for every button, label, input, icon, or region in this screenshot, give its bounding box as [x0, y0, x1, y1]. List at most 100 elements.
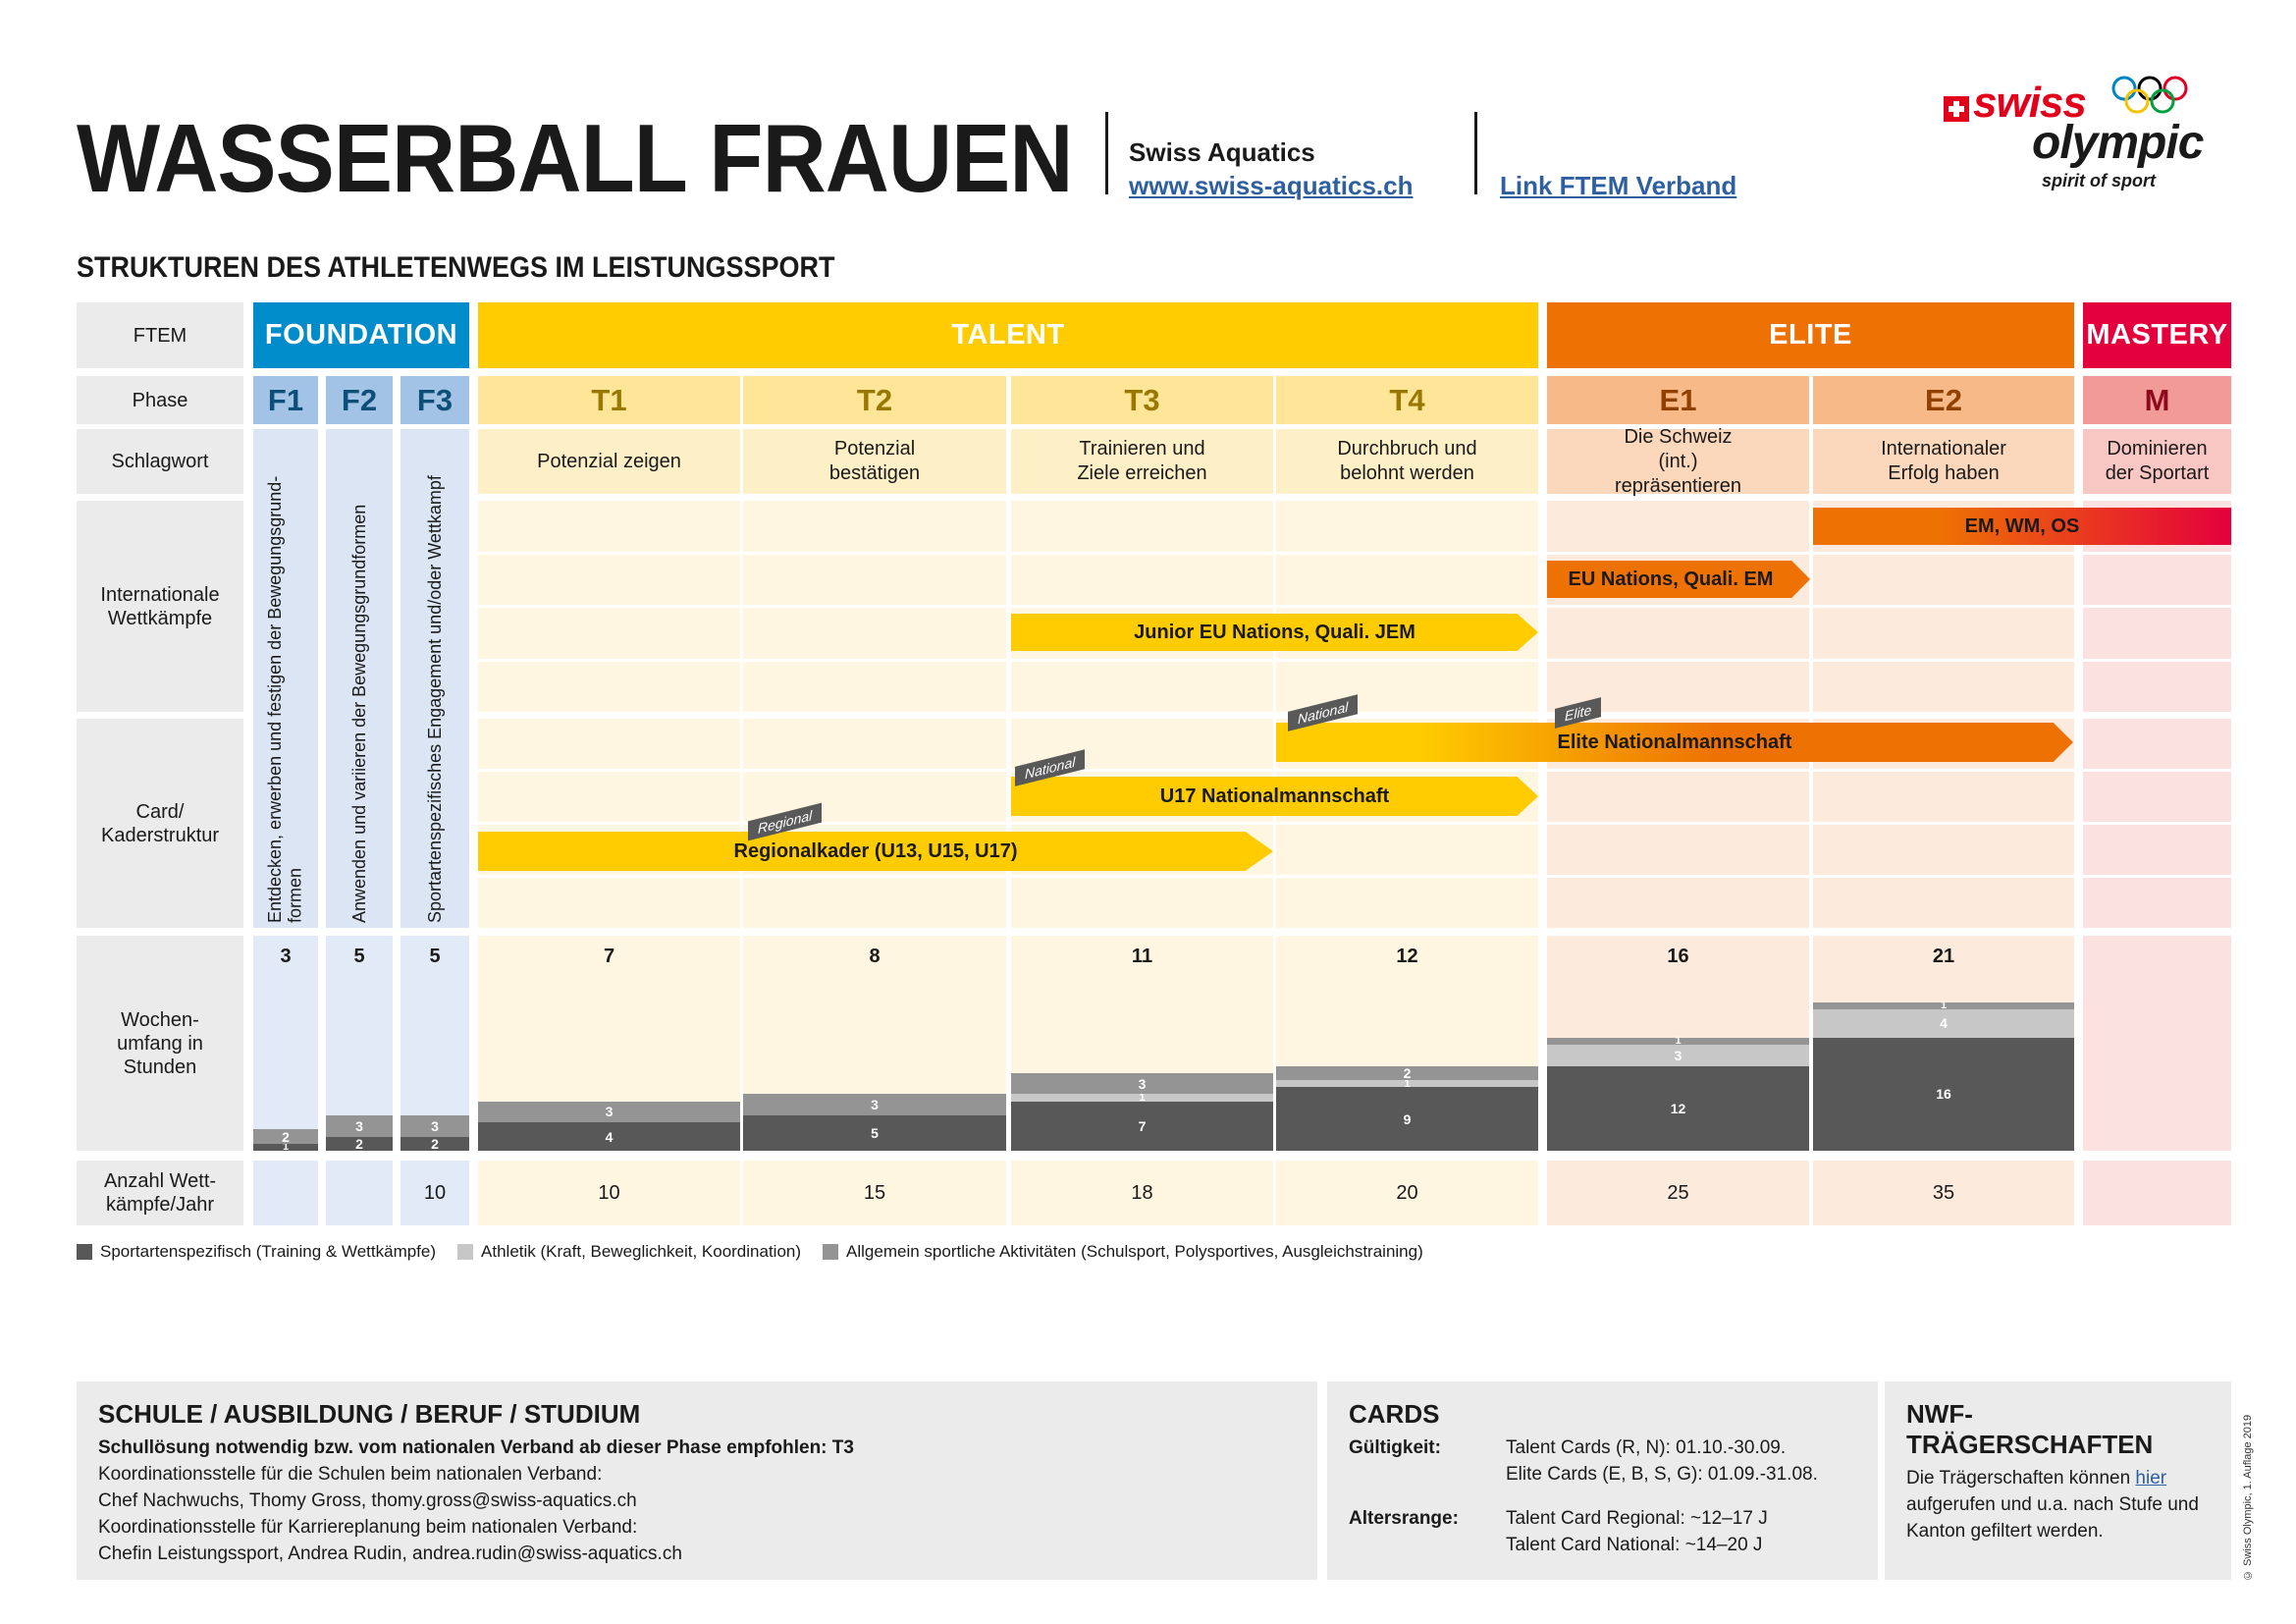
intl-cell-t1 — [478, 554, 740, 605]
school-line: Koordinationsstelle für die Schulen beim… — [98, 1463, 603, 1485]
legend-swatch — [77, 1244, 92, 1260]
bar-general-t4: 2 — [1276, 1064, 1538, 1081]
bar-athletics-e1: 3 — [1547, 1045, 1809, 1066]
school-box: SCHULE / AUSBILDUNG / BERUF / STUDIUM Sc… — [77, 1381, 1317, 1580]
bar-value-label: 3 — [1674, 1047, 1682, 1063]
bar-value-label: 2 — [355, 1135, 363, 1152]
bar-value-label: 4 — [1940, 1015, 1948, 1032]
card-cell-t2 — [743, 878, 1006, 928]
hours-total-f3: 5 — [429, 945, 441, 967]
chart-legend: Sportartenspezifisch (Training & Wettkäm… — [77, 1242, 1423, 1262]
phase-t3: T3 — [1011, 376, 1273, 424]
card-cell-t1 — [478, 772, 740, 822]
card-bar-regionalkader: Regionalkader (U13, U15, U17) — [478, 832, 1273, 871]
hours-cell-f2 — [326, 936, 393, 1151]
intl-cell-t2 — [743, 661, 1006, 712]
legend-item-sport-specific: Sportartenspezifisch (Training & Wettkäm… — [77, 1242, 436, 1262]
bar-value-label: 2 — [282, 1128, 290, 1145]
logo-olympic-text: olympic — [2032, 117, 2204, 169]
card-cell-m — [2083, 719, 2231, 769]
phase-e1: E1 — [1547, 376, 1809, 424]
intl-cell-t4 — [1276, 554, 1538, 605]
phase-f2: F2 — [326, 376, 393, 424]
row-label-ftem: FTEM — [77, 302, 243, 368]
keyword-t1: Potenzial zeigen — [478, 429, 740, 494]
hours-total-t3: 11 — [1131, 945, 1153, 967]
card-cell-m — [2083, 825, 2231, 875]
competitions-t4: 20 — [1276, 1161, 1538, 1225]
card-bar-label: Regionalkader (U13, U15, U17) — [733, 839, 1018, 862]
row-label-wochen: Wochen- umfang in Stunden — [77, 936, 243, 1151]
row-label-phase: Phase — [77, 376, 243, 424]
intl-cell-m — [2083, 554, 2231, 605]
bar-general-e1: 1 — [1547, 1035, 1809, 1047]
intl-cell-t3 — [1011, 661, 1273, 712]
cards-validity-line: Elite Cards (E, B, S, G): 01.09.-31.08. — [1506, 1463, 1818, 1485]
bar-value-label: 7 — [1138, 1117, 1147, 1134]
swiss-cross-icon — [1944, 96, 1969, 122]
intl-cell-e2 — [1813, 608, 2074, 659]
bar-value-label: 2 — [1403, 1064, 1412, 1081]
hours-total-t1: 7 — [603, 945, 615, 967]
bar-sport-specific-e2: 16 — [1813, 1037, 2074, 1151]
bar-value-label: 3 — [605, 1104, 614, 1120]
bar-value-label: 3 — [431, 1117, 439, 1134]
bar-value-label: 1 — [1139, 1091, 1146, 1104]
intl-cell-t1 — [478, 608, 740, 659]
card-cell-e2 — [1813, 772, 2074, 822]
phase-t2: T2 — [743, 376, 1006, 424]
card-cell-t3 — [1011, 878, 1273, 928]
legend-item-general: Allgemein sportliche Aktivitäten (Schuls… — [823, 1242, 1423, 1262]
competitions-f1 — [253, 1161, 318, 1225]
bar-athletics-t3: 1 — [1011, 1091, 1273, 1104]
hours-cell-f3 — [400, 936, 469, 1151]
school-bold-line: Schullösung notwendig bzw. vom nationale… — [98, 1437, 854, 1458]
competitions-e2: 35 — [1813, 1161, 2074, 1225]
org-name: Swiss Aquatics — [1129, 137, 1315, 167]
bar-general-f2: 3 — [326, 1115, 393, 1137]
bar-athletics-t4: 1 — [1276, 1078, 1538, 1090]
intl-bar-label: EU Nations, Quali. EM — [1568, 568, 1774, 590]
keyword-f2: Anwenden und variieren der Bewegungsgrun… — [326, 429, 393, 928]
keyword-text: Entdecken, erwerben und festigen der Bew… — [265, 475, 305, 923]
card-bar-label: Elite Nationalmannschaft — [1557, 731, 1792, 753]
phase-m: M — [2083, 376, 2231, 424]
card-cell-e2 — [1813, 825, 2074, 875]
bar-sport-specific-e1: 12 — [1547, 1065, 1809, 1151]
bar-sport-specific-t2: 5 — [743, 1115, 1006, 1151]
row-label-intl: Internationale Wettkämpfe — [77, 501, 243, 712]
bar-sport-specific-t1: 4 — [478, 1122, 740, 1151]
row-label-card: Card/ Kaderstruktur — [77, 719, 243, 928]
bar-athletics-e2: 4 — [1813, 1009, 2074, 1038]
intl-cell-t4 — [1276, 501, 1538, 552]
nwf-box: NWF-TRÄGERSCHAFTEN Die Trägerschaften kö… — [1885, 1381, 2231, 1580]
intl-cell-e1 — [1547, 501, 1809, 552]
school-line: Chefin Leistungssport, Andrea Rudin, and… — [98, 1543, 682, 1564]
logo-tagline: spirit of sport — [2042, 171, 2156, 190]
school-line: Chef Nachwuchs, Thomy Gross, thomy.gross… — [98, 1489, 637, 1511]
intl-cell-t1 — [478, 661, 740, 712]
nwf-hier-link[interactable]: hier — [2135, 1468, 2167, 1489]
competitions-f3: 10 — [400, 1161, 469, 1225]
bar-value-label: 3 — [355, 1117, 363, 1134]
row-label-anzahl: Anzahl Wett- kämpfe/Jahr — [77, 1161, 243, 1225]
card-cell-t4 — [1276, 825, 1538, 875]
card-cell-e2 — [1813, 878, 2074, 928]
phase-t4: T4 — [1276, 376, 1538, 424]
intl-cell-e2 — [1813, 554, 2074, 605]
intl-cell-t2 — [743, 608, 1006, 659]
intl-bar-eu-nations: EU Nations, Quali. EM — [1547, 561, 1810, 598]
cards-age-label: Altersrange: — [1349, 1507, 1459, 1529]
intl-cell-e1 — [1547, 608, 1809, 659]
school-heading: SCHULE / AUSBILDUNG / BERUF / STUDIUM — [98, 1399, 641, 1429]
swiss-olympic-logo: swiss olympic spirit of sport — [1944, 69, 2228, 196]
keyword-text: Anwenden und variieren der Bewegungsgrun… — [348, 504, 369, 923]
intl-bar-label: EM, WM, OS — [1964, 514, 2080, 537]
org-website-link[interactable]: www.swiss-aquatics.ch — [1129, 171, 1414, 200]
bar-value-label: 12 — [1670, 1100, 1686, 1116]
intl-bar-junior-eu-nations: Junior EU Nations, Quali. JEM — [1011, 614, 1538, 651]
nwf-text: Die Trägerschaften können — [1906, 1468, 2136, 1489]
ftem-foundation: FOUNDATION — [253, 302, 469, 368]
ftem-verband-link[interactable]: Link FTEM Verband — [1500, 171, 1737, 200]
nwf-heading: NWF-TRÄGERSCHAFTEN — [1906, 1399, 2154, 1459]
